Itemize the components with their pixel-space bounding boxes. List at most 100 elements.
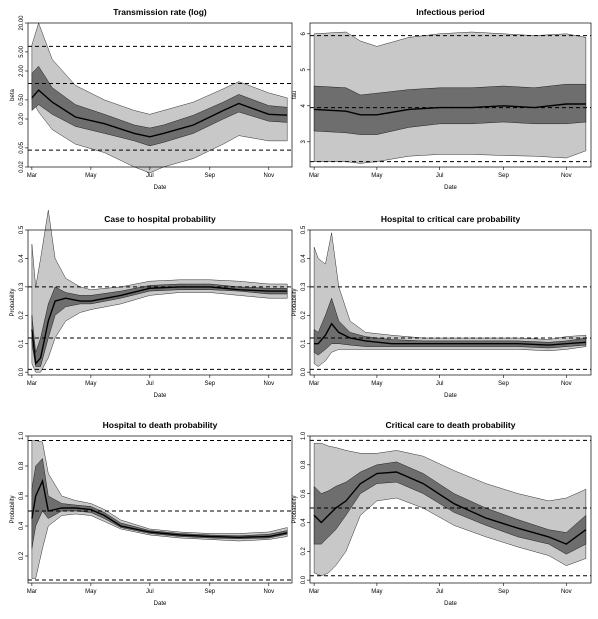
x-tick-label: May <box>85 589 96 595</box>
x-axis-label: Date <box>444 185 457 191</box>
y-axis-label: Probability <box>10 288 16 316</box>
y-tick-label: 0.0 <box>19 367 25 376</box>
y-tick-label: 5.00 <box>19 45 25 57</box>
median-line <box>313 471 587 545</box>
outer-credible-band <box>31 210 288 373</box>
plot-frame <box>309 229 592 376</box>
x-tick-label: Nov <box>561 589 572 595</box>
panel-title: Infectious period <box>416 7 484 17</box>
x-tick-label: Sep <box>204 173 215 179</box>
y-tick-label: 0.6 <box>301 489 307 498</box>
y-tick-label: 1.0 <box>301 431 307 440</box>
x-tick-label: Sep <box>498 173 509 179</box>
outer-credible-band <box>313 232 587 367</box>
plot-frame <box>309 435 592 584</box>
y-tick-label: 0.20 <box>19 113 25 125</box>
y-tick-label: 1.0 <box>19 431 25 440</box>
x-axis-label: Date <box>154 185 167 191</box>
x-tick-label: Jul <box>146 589 154 595</box>
x-tick-label: May <box>371 173 382 179</box>
plot-frame <box>27 22 293 168</box>
y-tick-label: 0.4 <box>301 518 307 527</box>
y-tick-label: 0.2 <box>19 551 25 560</box>
x-tick-label: May <box>85 381 96 387</box>
plot-frame <box>27 229 293 376</box>
x-tick-label: Mar <box>309 173 319 179</box>
y-axis-label: beta <box>10 89 16 101</box>
y-tick-label: 0.4 <box>19 521 25 530</box>
median-line <box>31 286 288 366</box>
y-axis-label: tau <box>292 91 298 99</box>
panel-title: Critical care to death probability <box>386 420 516 430</box>
inner-credible-band <box>31 458 288 549</box>
x-axis-label: Date <box>154 601 167 607</box>
y-tick-label: 0.2 <box>19 310 25 319</box>
x-tick-label: Nov <box>263 589 274 595</box>
y-tick-label: 0.3 <box>19 282 25 291</box>
x-tick-label: Sep <box>498 589 509 595</box>
y-axis-label: Probability <box>10 495 16 523</box>
median-line <box>31 478 288 539</box>
x-tick-label: Nov <box>263 173 274 179</box>
y-tick-label: 3 <box>301 139 307 143</box>
y-tick-label: 0.1 <box>19 339 25 348</box>
y-tick-label: 0.4 <box>19 254 25 263</box>
inner-credible-band <box>31 65 288 147</box>
x-tick-label: Mar <box>309 589 319 595</box>
median-line <box>31 89 288 138</box>
y-axis-label: Probability <box>292 495 298 523</box>
x-tick-label: Mar <box>27 381 37 387</box>
x-axis-label: Date <box>154 393 167 399</box>
x-tick-label: Jul <box>436 173 444 179</box>
x-axis-label: Date <box>444 393 457 399</box>
x-tick-label: Jul <box>436 589 444 595</box>
x-tick-label: Jul <box>436 381 444 387</box>
chart-panel-4: Hospital to critical care probability Mar… <box>292 214 592 399</box>
x-tick-label: Nov <box>561 173 572 179</box>
inner-credible-band <box>313 297 587 356</box>
chart-panel-6: Critical care to death probability Mar May… <box>292 420 592 607</box>
chart-panel-3: Case to hospital probability Mar May Jul Sep… <box>10 210 293 399</box>
inner-credible-band <box>313 84 587 135</box>
panel-title: Transmission rate (log) <box>113 7 207 17</box>
x-tick-label: Sep <box>498 381 509 387</box>
x-tick-label: Nov <box>263 381 274 387</box>
x-tick-label: May <box>85 173 96 179</box>
y-tick-label: 0.8 <box>19 461 25 470</box>
x-tick-label: Nov <box>561 381 572 387</box>
y-tick-label: 0.0 <box>301 367 307 376</box>
chart-panel-5: Hospital to death probability Mar May Jul Se… <box>10 420 293 607</box>
y-tick-label: 0.0 <box>301 575 307 584</box>
y-tick-label: 4 <box>301 103 307 107</box>
y-tick-label: 0.4 <box>301 254 307 263</box>
y-tick-label: 0.02 <box>19 161 25 173</box>
y-tick-label: 0.50 <box>19 93 25 105</box>
y-tick-label: 0.3 <box>301 282 307 291</box>
x-axis-label: Date <box>444 601 457 607</box>
chart-panel-2: Infectious period Mar May Jul Sep Nov Date 3 4 5 6… <box>292 7 592 191</box>
x-tick-label: May <box>371 589 382 595</box>
y-tick-label: 0.2 <box>301 546 307 555</box>
panel-title: Case to hospital probability <box>104 214 216 224</box>
y-tick-label: 0.5 <box>301 225 307 234</box>
plot-frame <box>309 22 592 168</box>
outer-credible-band <box>31 22 288 174</box>
x-tick-label: Sep <box>204 381 215 387</box>
inner-credible-band <box>31 283 288 367</box>
median-line <box>314 322 586 346</box>
y-tick-label: 0.05 <box>19 141 25 153</box>
x-tick-label: Mar <box>27 589 37 595</box>
y-axis-label: Probability <box>292 288 298 316</box>
y-tick-label: 0.5 <box>19 225 25 234</box>
y-tick-label: 0.6 <box>19 491 25 500</box>
x-tick-label: Mar <box>309 381 319 387</box>
panel-title: Hospital to death probability <box>103 420 218 430</box>
panel-title: Hospital to critical care probability <box>381 214 521 224</box>
chart-panel-1: Transmission rate (log) Mar May Jul Sep Nov Da… <box>10 7 293 191</box>
y-tick-label: 0.8 <box>301 460 307 469</box>
x-tick-label: Jul <box>146 173 154 179</box>
x-tick-label: Sep <box>204 589 215 595</box>
y-tick-label: 0.1 <box>301 339 307 348</box>
y-tick-label: 6 <box>301 31 307 35</box>
